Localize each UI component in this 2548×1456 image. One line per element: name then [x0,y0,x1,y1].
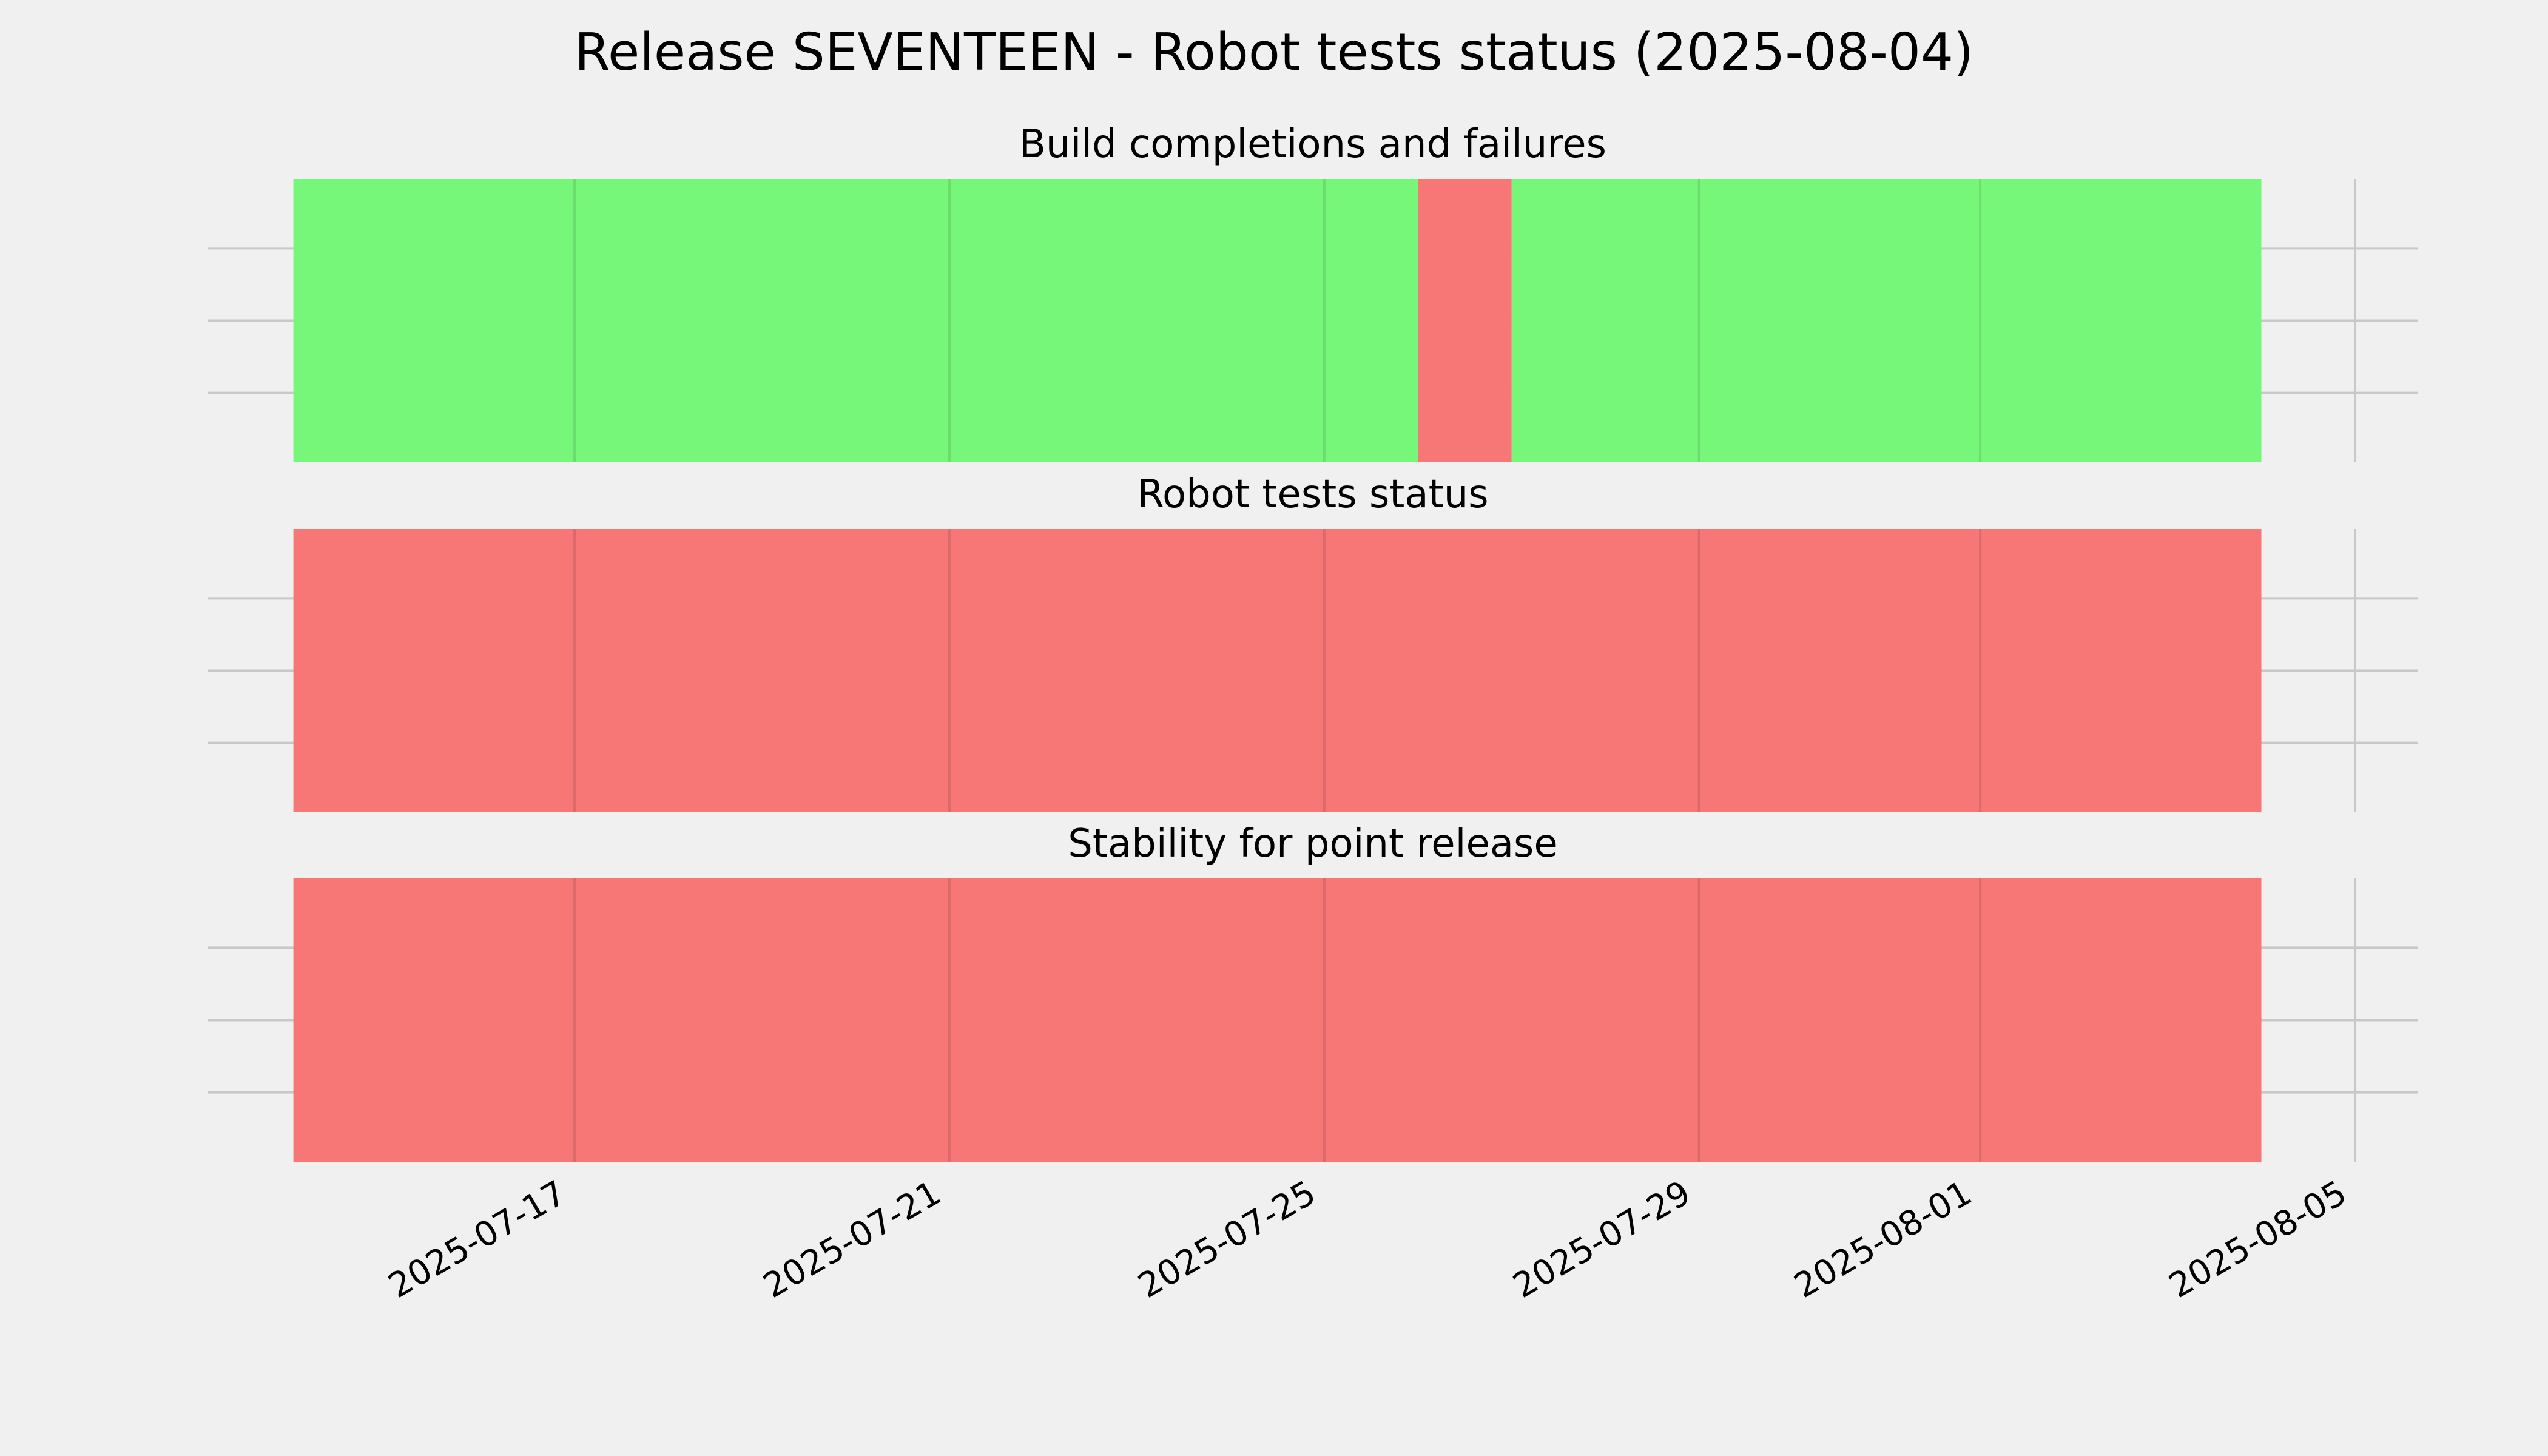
chart-title: Release SEVENTEEN - Robot tests status (… [575,22,1973,83]
panel-title: Stability for point release [1068,821,1558,866]
status-segment-fail [1418,179,1512,462]
x-tick-label: 2025-07-17 [382,1173,573,1306]
panel-2: Robot tests status [208,472,2418,812]
panel-title: Robot tests status [1137,472,1488,517]
x-tick-label: 2025-07-25 [1131,1173,1322,1306]
x-tick-label: 2025-07-21 [757,1173,948,1306]
status-segment-pass [293,179,1418,462]
status-segment-pass [1511,179,2262,462]
x-tick-label: 2025-07-29 [1506,1173,1697,1306]
panel-3: Stability for point release [208,821,2418,1162]
panel-1: Build completions and failures [208,122,2418,462]
status-segment-fail [293,878,2262,1162]
status-segment-fail [293,529,2262,812]
x-tick-label: 2025-08-01 [1788,1173,1978,1306]
panel-title: Build completions and failures [1019,122,1606,167]
x-tick-label: 2025-08-05 [2163,1173,2353,1306]
